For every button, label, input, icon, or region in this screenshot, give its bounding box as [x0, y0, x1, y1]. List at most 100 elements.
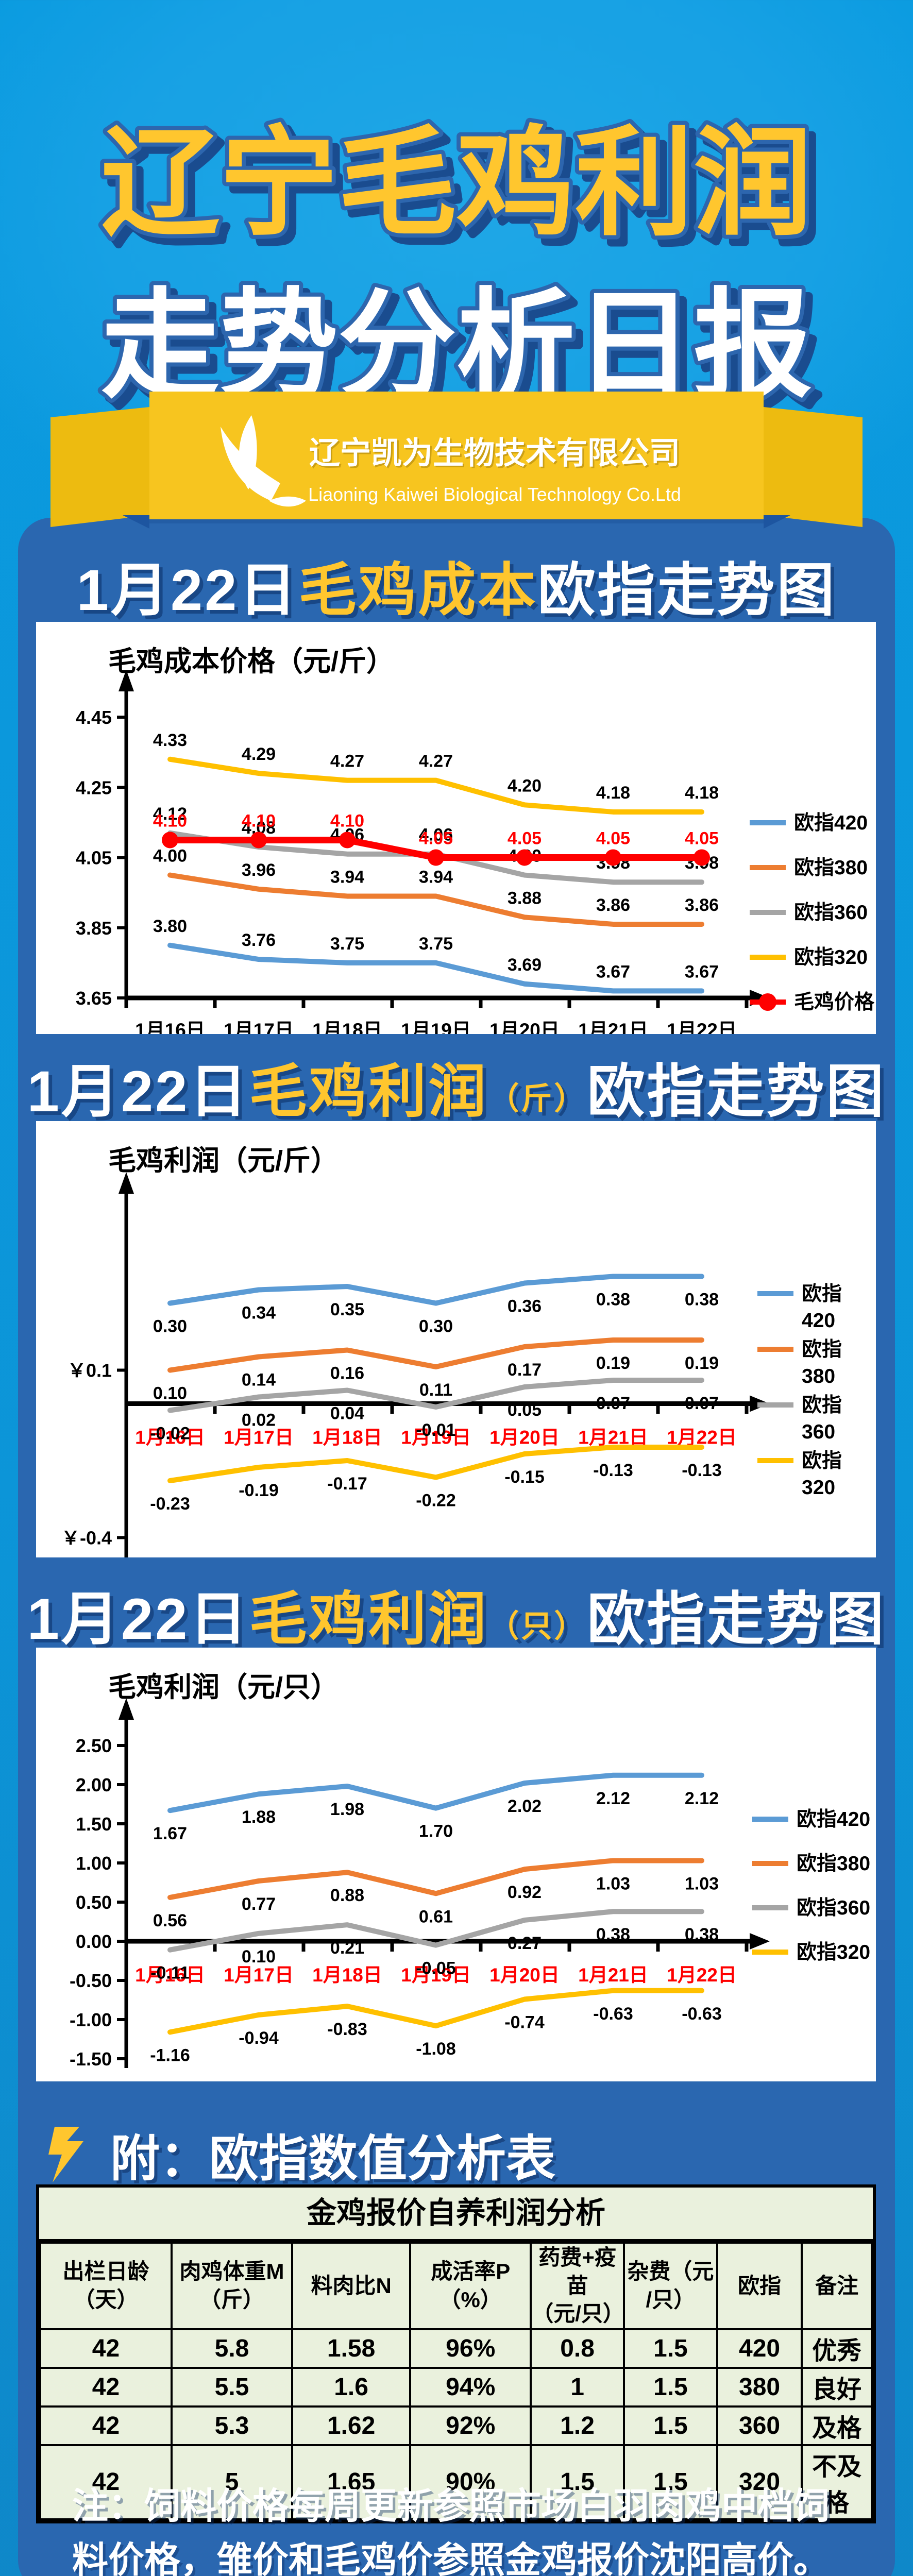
- table-cell: 380: [716, 2366, 803, 2408]
- svg-text:420: 420: [802, 1310, 835, 1332]
- svg-text:0.04: 0.04: [330, 1404, 364, 1423]
- svg-text:3.65: 3.65: [76, 988, 112, 1009]
- svg-text:欧指360: 欧指360: [797, 1897, 870, 1919]
- profit-jin-chart-card: 毛鸡利润（元/斤） ￥0.1 ￥-0.4 1月16日 1月17日 1月18日 1月19日 1月…: [36, 1121, 876, 1557]
- svg-text:-0.11: -0.11: [150, 1963, 190, 1983]
- svg-text:-1.16: -1.16: [150, 2045, 190, 2065]
- table-header-row: 出栏日龄 （天） 肉鸡体重M （斤） 料肉比N 成活率P （%） 药费+疫苗 （元/只） 杂费（元…: [39, 2242, 873, 2330]
- section1-highlight: 毛鸡成本: [298, 558, 538, 622]
- svg-text:0.38: 0.38: [685, 1290, 719, 1310]
- table-cell: 5.8: [170, 2328, 294, 2369]
- svg-text:欧指320: 欧指320: [797, 1941, 870, 1963]
- svg-text:欧指420: 欧指420: [797, 1808, 870, 1831]
- svg-text:4.27: 4.27: [330, 752, 364, 771]
- svg-text:0.11: 0.11: [419, 1380, 452, 1400]
- svg-text:-0.02: -0.02: [150, 1424, 190, 1444]
- svg-text:4.10: 4.10: [242, 811, 276, 831]
- table-cell: 42: [39, 2444, 173, 2520]
- chart-inner-title: 毛鸡利润（元/斤）: [108, 1145, 339, 1176]
- section1-date: 1月22日: [76, 558, 299, 622]
- table-cell: 92%: [409, 2405, 532, 2446]
- table-cell: 优秀: [801, 2328, 873, 2369]
- svg-text:0.05: 0.05: [508, 1400, 542, 1420]
- svg-text:1月16日: 1月16日: [135, 1020, 205, 1034]
- table-cell: 420: [716, 2328, 803, 2369]
- svg-text:3.67: 3.67: [685, 962, 719, 981]
- svg-text:1.03: 1.03: [685, 1874, 719, 1893]
- section2-highlight: 毛鸡利润: [249, 1059, 488, 1124]
- table-cell: 及格: [801, 2405, 873, 2446]
- series-毛鸡价格: 4.10 4.10 4.10 4.05 4.05 4.05 4.05: [153, 811, 719, 866]
- svg-text:1月19日: 1月19日: [401, 1964, 471, 1986]
- svg-text:0.19: 0.19: [685, 1353, 719, 1373]
- table-cell: 5: [170, 2444, 294, 2520]
- table-cell: 不及格: [801, 2444, 873, 2520]
- svg-text:4.05: 4.05: [685, 829, 719, 849]
- svg-text:1月20日: 1月20日: [489, 1020, 560, 1034]
- svg-text:1月22日: 1月22日: [667, 1020, 737, 1034]
- chart-inner-title: 毛鸡成本价格（元/斤）: [108, 646, 394, 677]
- svg-text:欧指360: 欧指360: [794, 902, 868, 924]
- svg-text:0.61: 0.61: [419, 1907, 453, 1926]
- ribbon-tail-left: [50, 407, 149, 527]
- svg-text:-0.94: -0.94: [239, 2028, 279, 2048]
- svg-text:3.94: 3.94: [419, 867, 453, 887]
- table-cell: 42: [39, 2405, 173, 2446]
- svg-text:-0.83: -0.83: [327, 2020, 367, 2039]
- svg-text:320: 320: [802, 1477, 835, 1499]
- svg-text:-0.63: -0.63: [593, 2004, 633, 2024]
- svg-text:4.05: 4.05: [76, 848, 112, 869]
- svg-text:1月17日: 1月17日: [224, 1427, 294, 1448]
- section-title-profit-bird: 1月22日毛鸡利润（只）欧指走势图: [0, 1572, 913, 1656]
- svg-text:0.16: 0.16: [330, 1364, 364, 1383]
- svg-text:0.50: 0.50: [76, 1892, 112, 1913]
- table-cell: 1.5: [622, 2328, 718, 2369]
- table-header-cell: 料肉比N: [291, 2242, 412, 2330]
- axes: 4.45 4.25 4.05 3.85 3.65 1月16日 1月17日 1月18日 1月19日…: [76, 670, 770, 1034]
- svg-text:1月18日: 1月18日: [312, 1427, 382, 1448]
- series-欧指320: -0.23 -0.19 -0.17 -0.22 -0.15 -0.13 -0.13: [150, 1445, 722, 1514]
- svg-text:欧指: 欧指: [802, 1394, 842, 1416]
- svg-text:4.10: 4.10: [153, 811, 187, 831]
- svg-text:0.21: 0.21: [330, 1938, 364, 1958]
- svg-text:1.50: 1.50: [76, 1814, 112, 1835]
- section3-date: 1月22日: [27, 1587, 249, 1651]
- table-cell: 1.6: [291, 2366, 412, 2408]
- company-banner: 辽宁凯为生物技术有限公司 Liaoning Kaiwei Biological …: [50, 392, 863, 529]
- svg-text:0.38: 0.38: [596, 1290, 630, 1310]
- svg-text:1.67: 1.67: [153, 1824, 187, 1843]
- svg-text:0.38: 0.38: [596, 1925, 630, 1944]
- svg-text:2.02: 2.02: [508, 1797, 542, 1816]
- svg-text:4.00: 4.00: [153, 846, 187, 866]
- svg-text:1.00: 1.00: [76, 1853, 112, 1874]
- svg-text:欧指: 欧指: [802, 1450, 842, 1472]
- svg-text:3.80: 3.80: [153, 917, 187, 936]
- svg-text:3.75: 3.75: [419, 934, 453, 954]
- table-title: 金鸡报价自养利润分析: [39, 2188, 873, 2242]
- svg-text:0.56: 0.56: [153, 1911, 187, 1930]
- svg-text:1月21日: 1月21日: [578, 1964, 648, 1986]
- svg-text:3.88: 3.88: [508, 888, 542, 908]
- main-title: 辽宁毛鸡利润 走势分析日报: [97, 113, 816, 416]
- svg-text:1月19日: 1月19日: [401, 1427, 471, 1448]
- arrow-icon: [48, 2126, 83, 2182]
- table-header-cell: 肉鸡体重M （斤）: [170, 2242, 294, 2330]
- svg-text:1月17日: 1月17日: [224, 1964, 294, 1986]
- table-cell: 42: [39, 2366, 173, 2408]
- svg-text:-0.74: -0.74: [504, 2012, 545, 2032]
- legend: 欧指420 欧指380 欧指360 欧指320 毛鸡价格: [750, 812, 875, 1013]
- svg-text:￥0.1: ￥0.1: [67, 1360, 112, 1381]
- series-欧指320: -1.16 -0.94 -0.83 -1.08 -0.74 -0.63 -0.63: [150, 1988, 722, 2065]
- ribbon-fold-right: [764, 515, 790, 529]
- svg-text:1月22日: 1月22日: [667, 1427, 737, 1448]
- svg-text:2.12: 2.12: [596, 1789, 630, 1808]
- table-row: 42 5 1.65 90% 1.5 1.5 320 不及格: [39, 2444, 873, 2520]
- svg-text:1月16日: 1月16日: [135, 1427, 205, 1448]
- svg-text:4.06: 4.06: [419, 825, 453, 845]
- table-cell: 320: [716, 2444, 803, 2520]
- section2-suffix: 欧指走势图: [587, 1059, 886, 1124]
- svg-text:-0.23: -0.23: [150, 1494, 190, 1514]
- svg-text:2.50: 2.50: [76, 1735, 112, 1756]
